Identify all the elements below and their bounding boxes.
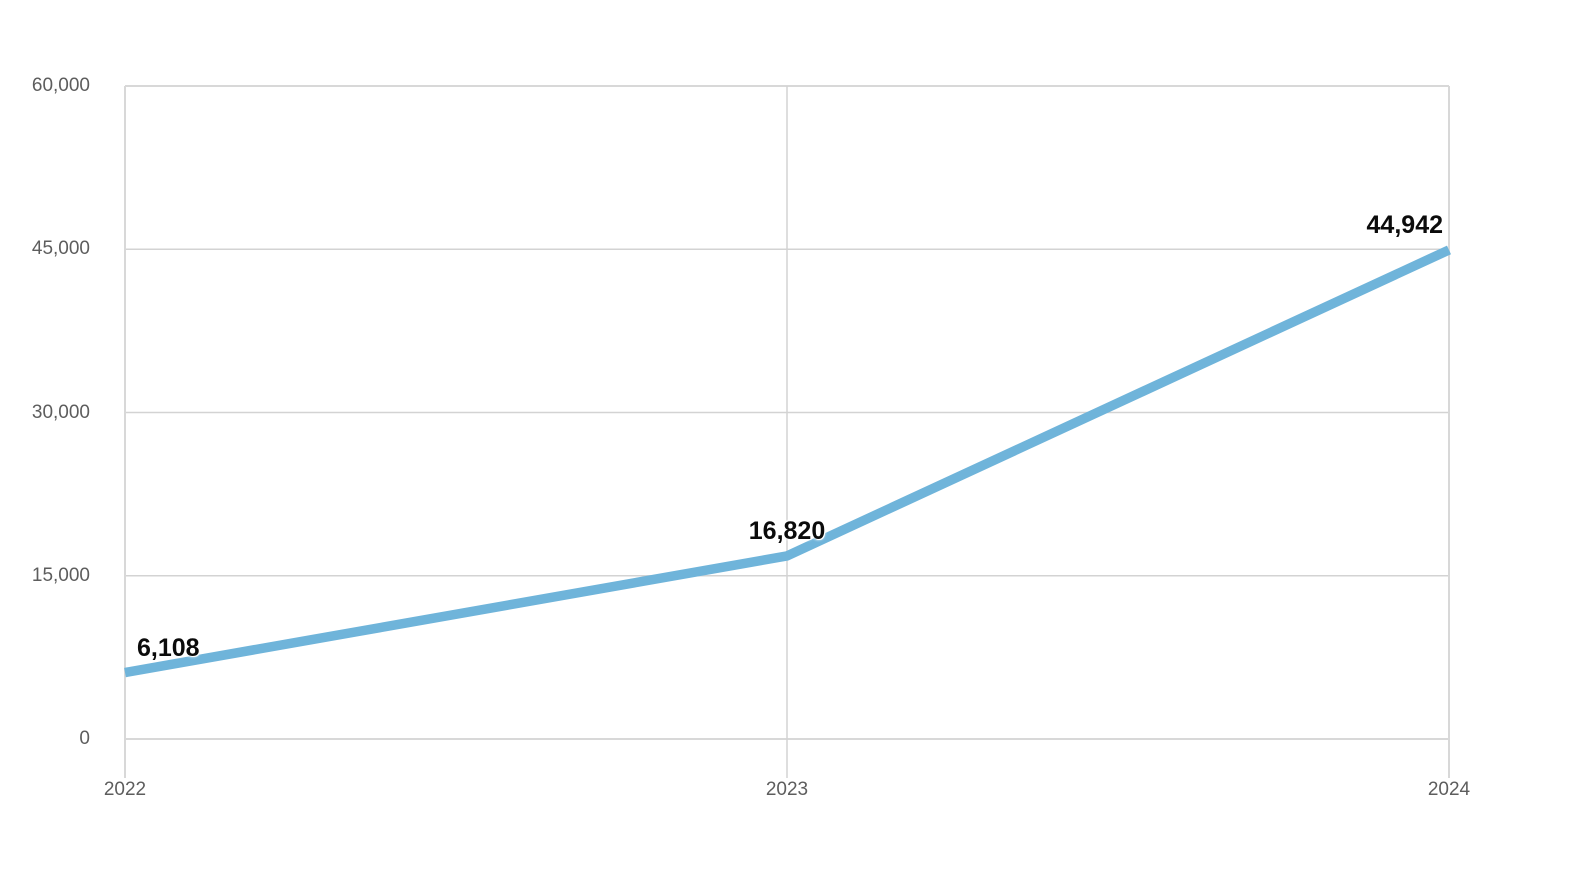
data-point-label: 16,820 — [748, 516, 826, 545]
series-line — [124, 245, 1451, 678]
y-tick-label: 45,000 — [31, 238, 90, 260]
data-point-label: 44,942 — [1366, 210, 1443, 239]
x-tick-label: 2024 — [1427, 779, 1471, 800]
y-tick-label: 60,000 — [31, 75, 90, 96]
y-tick-label: 15,000 — [31, 564, 90, 586]
x-tick-label: 2023 — [765, 779, 809, 800]
y-tick-label: 0 — [79, 728, 90, 749]
x-tick-label: 2022 — [103, 779, 147, 800]
y-tick-label: 30,000 — [31, 401, 90, 423]
data-point-label: 6,108 — [137, 633, 200, 662]
